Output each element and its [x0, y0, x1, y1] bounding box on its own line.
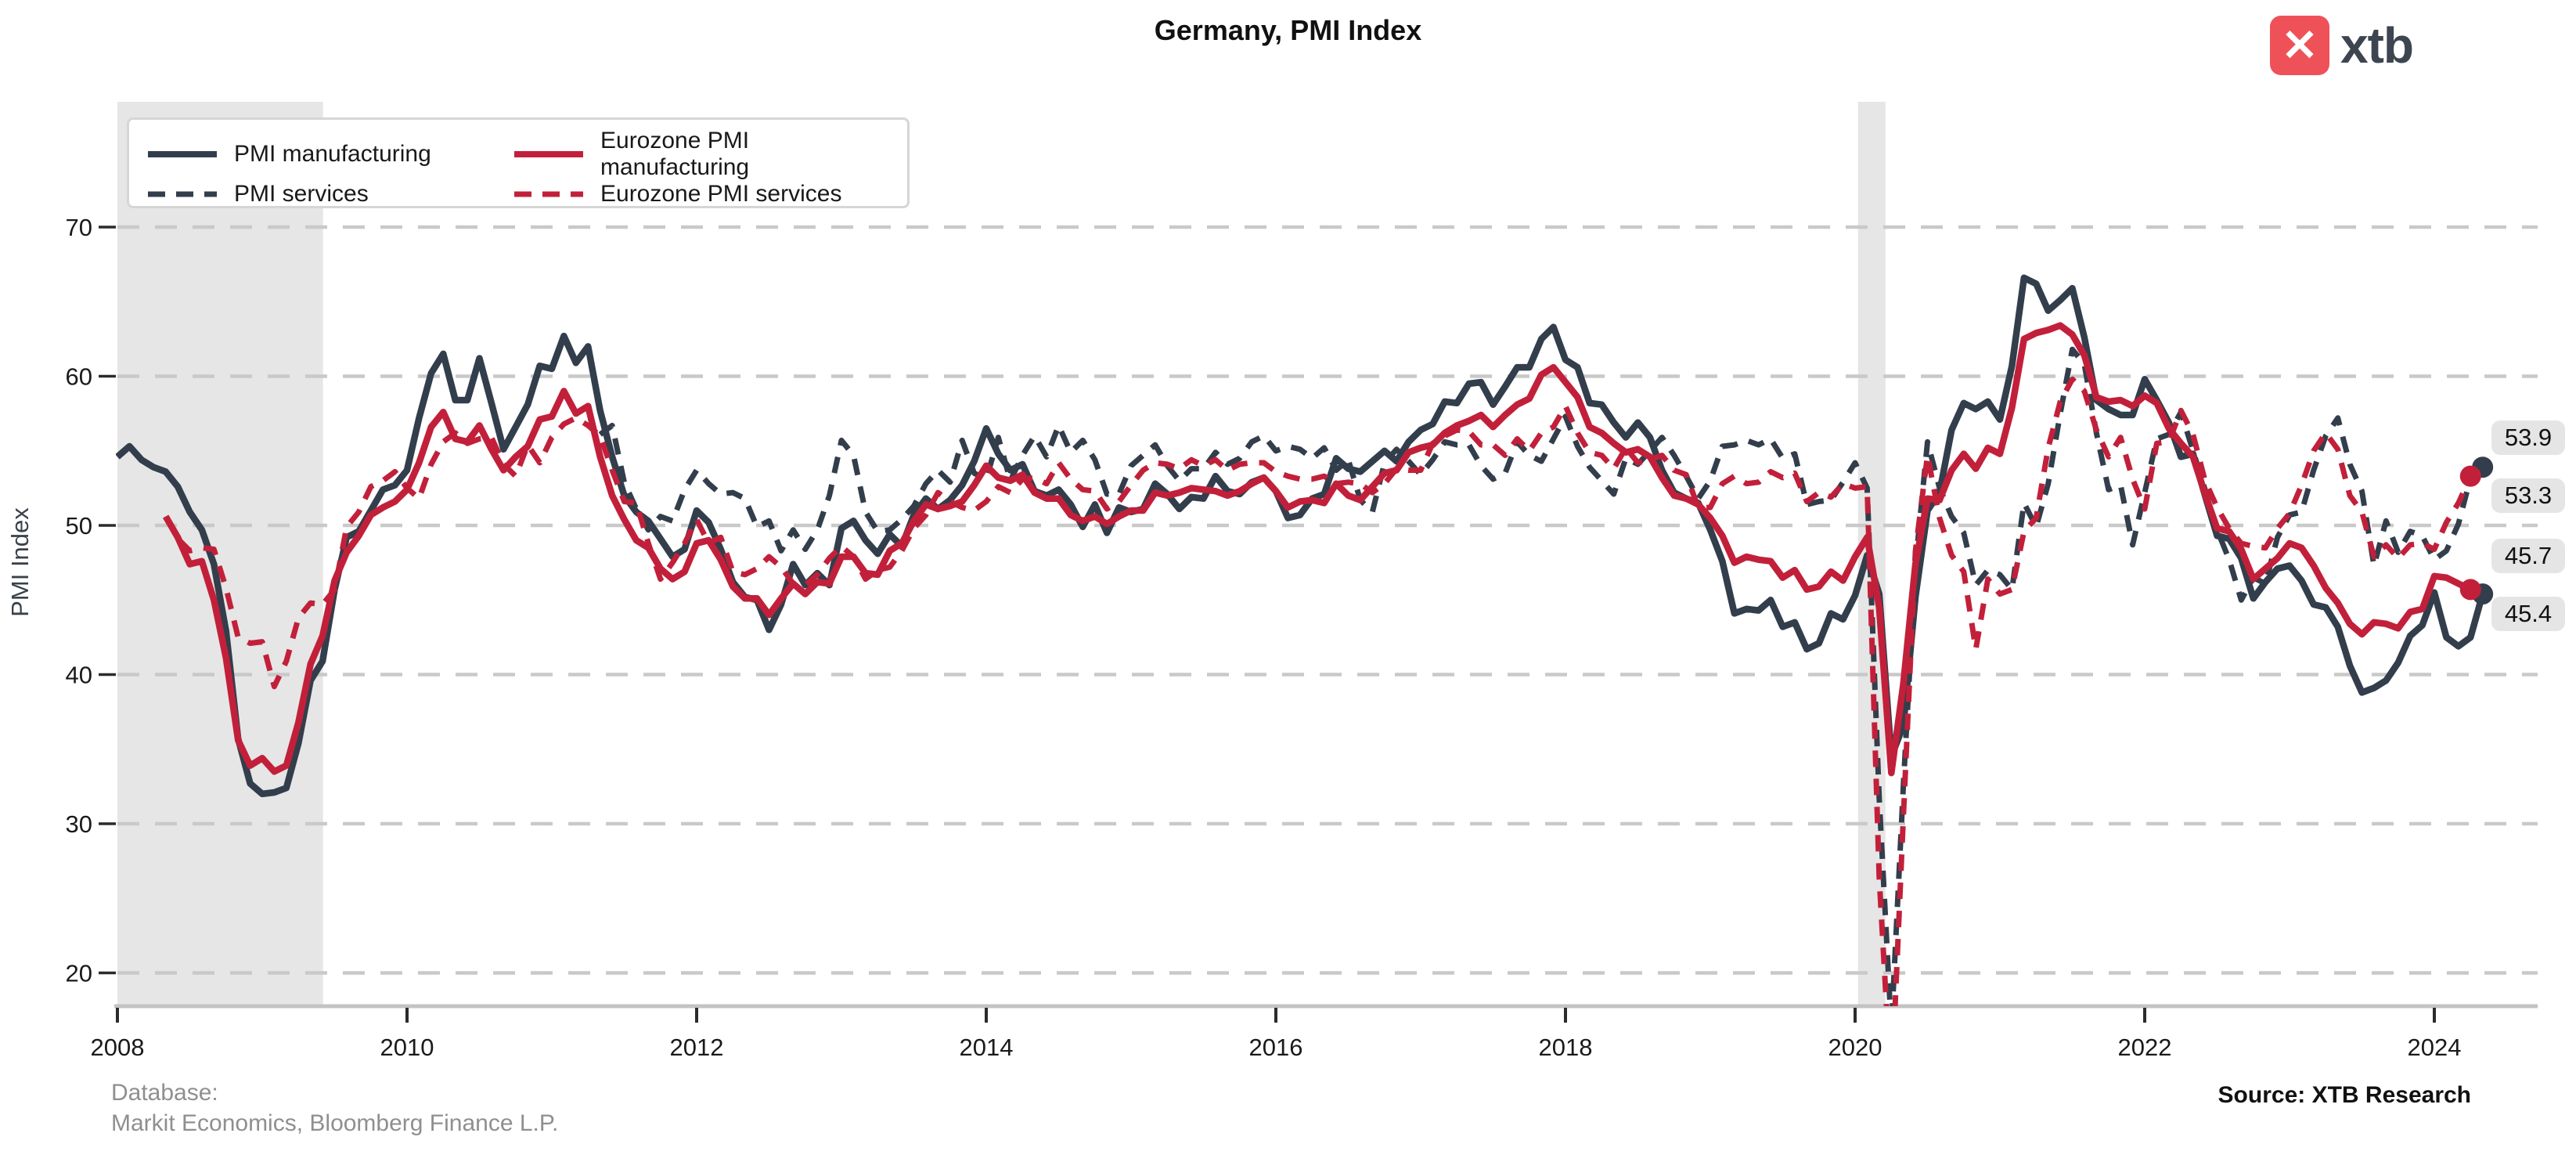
y-tick-label-60: 60 [66, 363, 92, 391]
y-axis-title: PMI Index [6, 507, 34, 617]
legend-label: Eurozone PMI services [600, 181, 842, 207]
legend-line-solid-dark-icon [148, 151, 217, 157]
legend-label: Eurozone PMI manufacturing [600, 128, 750, 180]
page-title: Germany, PMI Index [1154, 14, 1422, 46]
xtb-logo-icon: ✕ [2270, 16, 2329, 75]
end-value-label-de-services: 53.9 [2491, 420, 2565, 455]
x-tick-label-2014: 2014 [960, 1034, 1014, 1061]
end-value-label-de-manufacturing: 45.4 [2491, 597, 2565, 631]
recession-band-recession-2008-09 [117, 102, 323, 1006]
end-value-label-ez-manufacturing: 45.7 [2491, 539, 2565, 573]
x-tick-label-2018: 2018 [1539, 1034, 1593, 1061]
xtb-logo: ✕ xtb [2270, 16, 2414, 75]
series-line-de-manufacturing [116, 274, 2486, 798]
legend-line-solid-red-icon [514, 151, 583, 157]
legend-item-eurozone-pmi-manufacturing: Eurozone PMI manufacturing [513, 128, 890, 181]
x-tick-label-2016: 2016 [1249, 1034, 1303, 1061]
legend-line-dashed-dark-icon [148, 191, 217, 197]
legend-item-eurozone-pmi-services: Eurozone PMI services [513, 181, 890, 208]
series-line-de-services [598, 346, 2484, 1006]
xtb-logo-text: xtb [2340, 17, 2414, 74]
y-tick-label-50: 50 [66, 512, 92, 540]
x-tick-label-2012: 2012 [670, 1034, 724, 1061]
series-end-dot-ez-manufacturing [2459, 579, 2481, 601]
y-tick-label-40: 40 [66, 662, 92, 689]
database-note: Database: Markit Economics, Bloomberg Fi… [111, 1077, 558, 1139]
legend-label: PMI manufacturing [234, 141, 431, 167]
x-tick-label-2020: 2020 [1828, 1034, 1882, 1061]
series-line-ez-manufacturing [163, 322, 2473, 777]
series-line-ez-services [163, 376, 2473, 1006]
legend-line-dashed-red-icon [514, 191, 583, 197]
x-tick-label-2022: 2022 [2118, 1034, 2172, 1061]
end-value-label-ez-services: 53.3 [2491, 478, 2565, 513]
source-note: Source: XTB Research [2218, 1082, 2471, 1108]
legend-item-pmi-manufacturing: PMI manufacturing [146, 128, 513, 181]
x-tick-label-2008: 2008 [91, 1034, 145, 1061]
database-label: Database: [111, 1080, 218, 1106]
x-tick-label-2010: 2010 [380, 1034, 434, 1061]
y-tick-label-70: 70 [66, 214, 92, 241]
legend-item-pmi-services: PMI services [146, 181, 513, 208]
database-value: Markit Economics, Bloomberg Finance L.P. [111, 1110, 559, 1136]
legend-label: PMI services [234, 181, 369, 207]
y-tick-label-20: 20 [66, 960, 92, 987]
x-tick-label-2024: 2024 [2408, 1034, 2462, 1061]
y-tick-label-30: 30 [66, 810, 92, 838]
chart-legend: PMI manufacturing PMI services Eurozone … [127, 117, 910, 208]
series-end-dot-ez-services [2459, 465, 2481, 487]
